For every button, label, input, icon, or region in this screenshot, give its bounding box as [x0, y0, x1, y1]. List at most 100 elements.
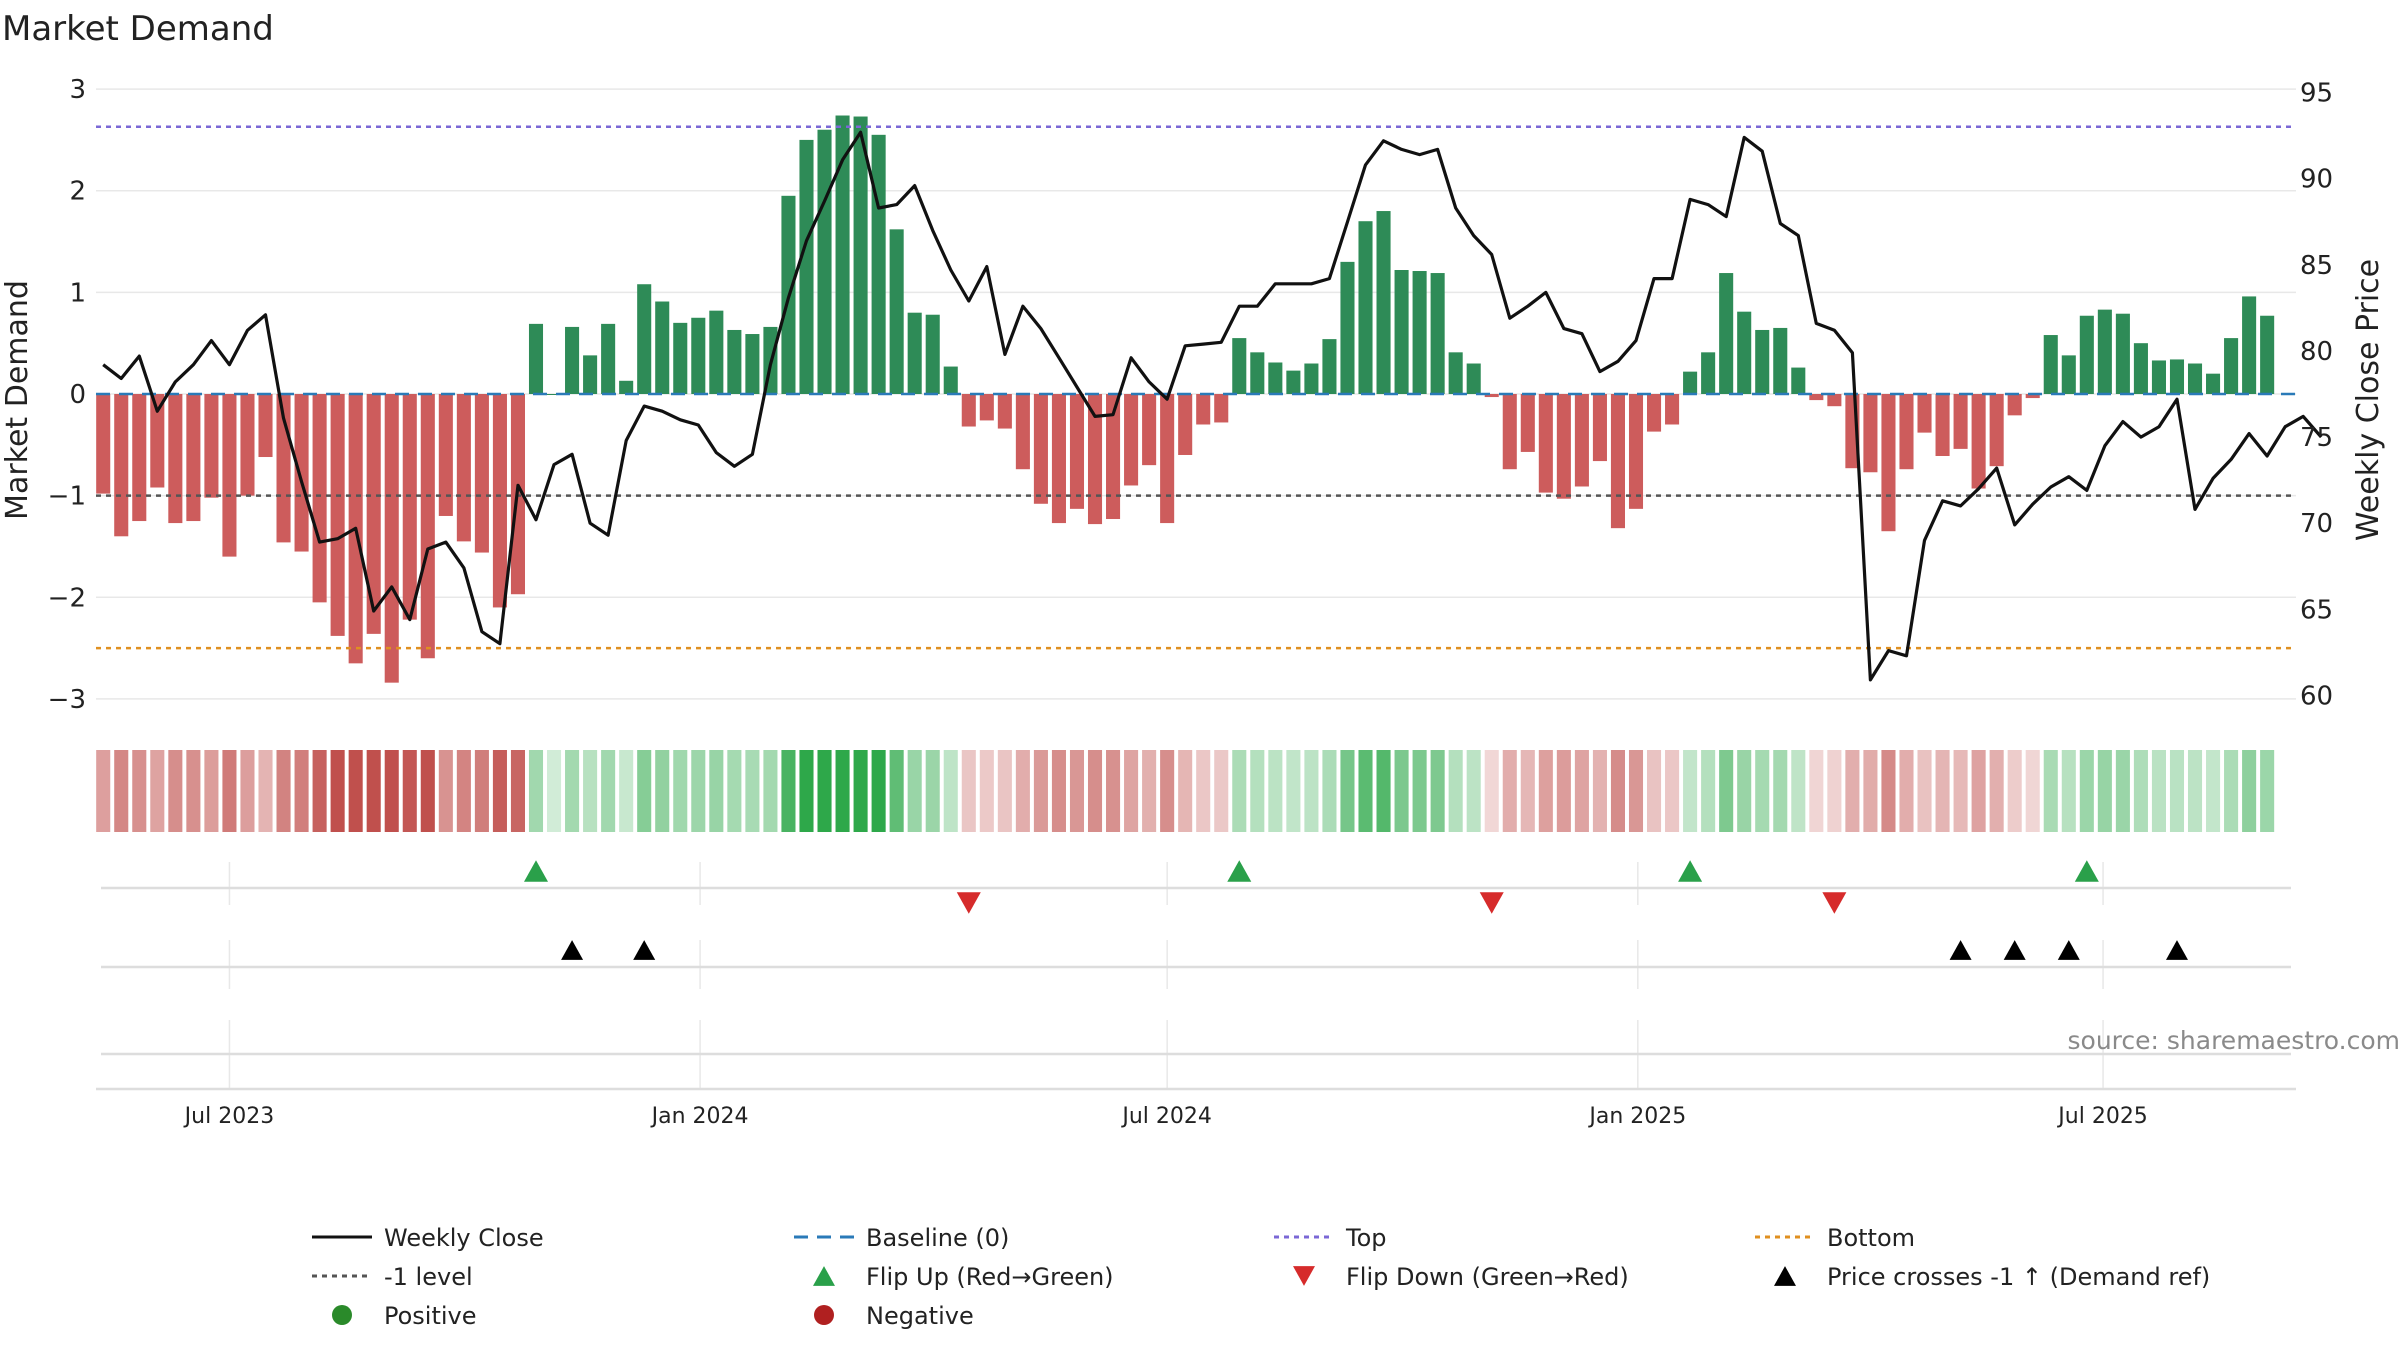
heat-cell: [1665, 750, 1680, 832]
reference-lines: [96, 125, 2296, 650]
heat-cell: [817, 750, 832, 832]
demand-bar: [1106, 394, 1121, 520]
flip-down-marker: [956, 892, 981, 914]
demand-bar: [1160, 394, 1175, 524]
legend: Weekly Close Baseline (0) Top Bottom -1 leve…: [312, 1224, 2210, 1330]
price-cross-marker: [2057, 940, 2080, 960]
demand-bar: [943, 366, 958, 394]
demand-bar: [2187, 363, 2203, 394]
demand-bar: [601, 323, 616, 394]
demand-bar: [979, 394, 994, 421]
demand-bar: [2025, 394, 2040, 399]
x-tick-label: Jan 2024: [650, 1104, 749, 1129]
demand-bar: [655, 301, 670, 394]
demand-bar: [2061, 355, 2076, 394]
demand-bar: [907, 312, 922, 394]
demand-bar: [709, 310, 724, 394]
heat-cell: [1737, 750, 1752, 832]
y-axes: 3 2 1 0 −1 −2 −3 95 90 85 80 75 70 65 60: [48, 75, 2333, 715]
y2-tick-label: 85: [2300, 251, 2333, 281]
demand-bar: [330, 394, 345, 636]
demand-bar: [366, 394, 381, 634]
y2-axis-label: Weekly Close Price: [2351, 259, 2386, 541]
heat-cell: [1863, 750, 1878, 832]
heat-cell: [1376, 750, 1391, 832]
demand-bar: [1809, 394, 1824, 401]
demand-bar: [2224, 338, 2239, 394]
heat-cell: [601, 750, 616, 832]
demand-bar: [1683, 371, 1698, 394]
heat-cell: [1412, 750, 1427, 832]
heat-cell: [222, 750, 237, 832]
legend-item: -1 level: [312, 1263, 473, 1291]
demand-bar: [2169, 359, 2185, 394]
demand-bar: [2043, 335, 2058, 394]
heat-cell: [1214, 750, 1229, 832]
demand-bar: [1881, 394, 1896, 532]
heat-cell: [1899, 750, 1914, 832]
heat-cell: [1845, 750, 1860, 832]
heat-cell: [2133, 750, 2148, 832]
legend-label: Weekly Close: [384, 1224, 544, 1252]
demand-bar: [1069, 394, 1085, 509]
y2-tick-label: 60: [2300, 681, 2333, 711]
heat-cell: [2206, 750, 2221, 832]
heat-cell: [1610, 750, 1625, 832]
heat-cell: [168, 750, 183, 832]
y2-tick-label: 90: [2300, 165, 2333, 195]
y2-tick-label: 80: [2300, 337, 2333, 367]
demand-bar: [222, 394, 237, 557]
demand-bar: [835, 115, 850, 395]
legend-swatch-dot: [814, 1305, 834, 1325]
demand-bar: [2115, 313, 2130, 394]
heat-cell: [1232, 750, 1247, 832]
heat-cell: [1286, 750, 1301, 832]
heat-cell: [204, 750, 219, 832]
demand-bar: [384, 394, 399, 683]
heat-cell: [1683, 750, 1698, 832]
legend-swatch-triangle-up: [1774, 1266, 1796, 1286]
heat-cell: [637, 750, 652, 832]
heat-cell: [1430, 750, 1445, 832]
demand-bar: [186, 394, 201, 522]
heat-cell: [1015, 750, 1030, 832]
heat-cell: [2260, 750, 2275, 832]
heat-cell: [1051, 750, 1066, 832]
demand-bar: [1340, 261, 1355, 394]
demand-bar: [1466, 363, 1481, 394]
heat-cell: [763, 750, 778, 832]
legend-item: Price crosses -1 ↑ (Demand ref): [1774, 1263, 2210, 1291]
heat-cell: [1809, 750, 1824, 832]
y2-tick-label: 65: [2300, 595, 2333, 625]
demand-bar: [438, 394, 453, 516]
demand-bar: [1214, 394, 1229, 423]
demand-bar: [150, 394, 165, 488]
demand-bar: [547, 394, 562, 395]
event-rows: [101, 860, 2291, 1089]
demand-bar: [2097, 309, 2112, 394]
demand-bar: [1592, 394, 1607, 462]
legend-label: Flip Down (Green→Red): [1346, 1263, 1629, 1291]
demand-bar: [1087, 394, 1103, 525]
demand-bar: [1953, 394, 1968, 449]
demand-bar: [853, 116, 868, 394]
demand-bar: [294, 394, 309, 552]
y-tick-label: −1: [48, 482, 86, 512]
demand-bar: [240, 394, 255, 496]
demand-bar: [1142, 394, 1157, 466]
flip-down-marker: [1822, 892, 1847, 914]
demand-bar: [492, 394, 507, 608]
demand-bar: [1755, 329, 1770, 394]
demand-bar: [1538, 394, 1553, 493]
demand-bar: [2133, 343, 2148, 394]
heat-cell: [1304, 750, 1319, 832]
source-note: source: sharemaestro.com: [2068, 1026, 2400, 1055]
heat-cell: [2224, 750, 2239, 832]
demand-bar: [1971, 394, 1986, 489]
demand-bar: [258, 394, 273, 458]
flip-down-marker: [1479, 892, 1504, 914]
heat-cell: [2061, 750, 2076, 832]
heat-cell: [781, 750, 796, 832]
y2-tick-label: 95: [2300, 79, 2333, 109]
